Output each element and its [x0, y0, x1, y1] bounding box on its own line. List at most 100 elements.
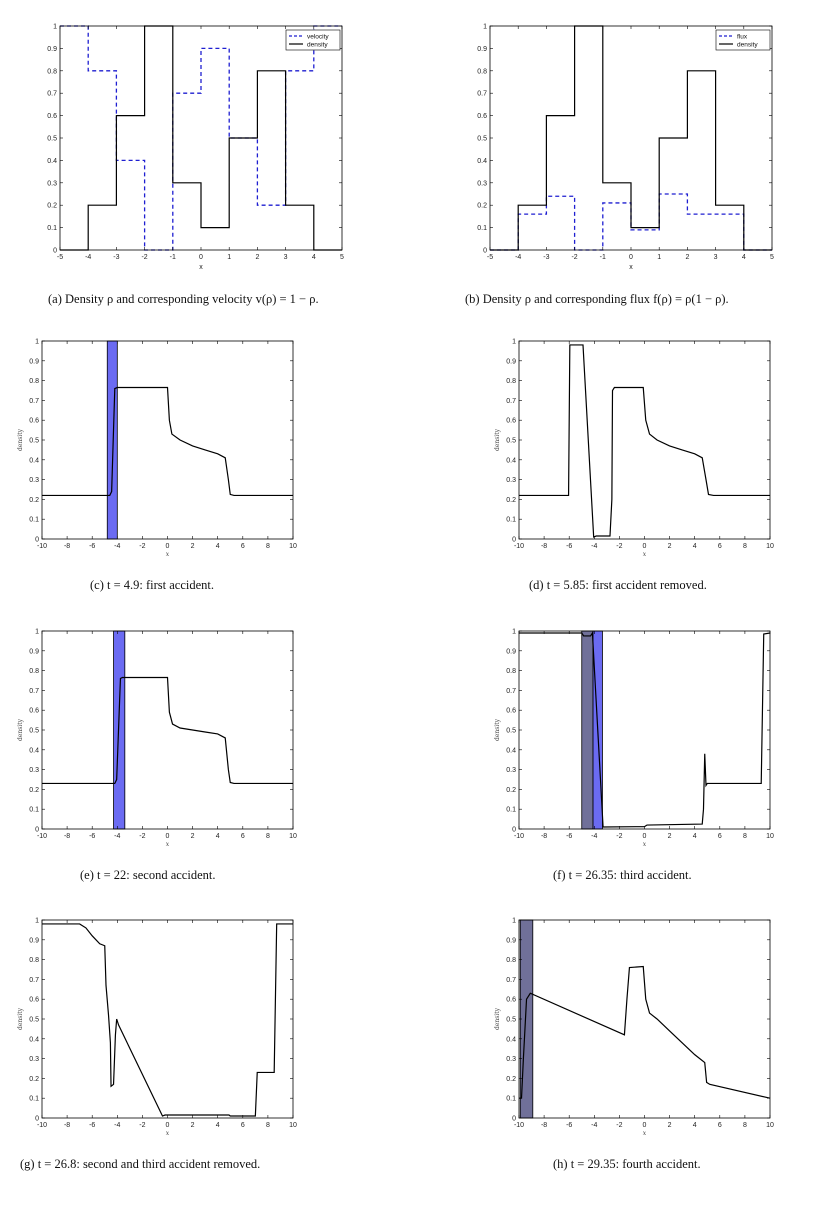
chart-g-svg: -10 -8 -6 -4 -2 0 2 4 6 8 10 0 0.1 0.2 0.3 0.4 0.5 0.6 0.7… — [17, 918, 297, 1138]
chart-a-ytick-label: 0.9 — [47, 46, 57, 53]
chart-b-xtick-label: 2 — [685, 254, 689, 261]
chart-g-xtick-label: 6 — [241, 1122, 245, 1129]
chart-c-ylabel: density — [17, 428, 24, 451]
chart-a-xtick-label: 2 — [255, 254, 259, 261]
chart-a-xtick-label: 5 — [340, 254, 344, 261]
chart-g-xtick-label: -6 — [89, 1122, 95, 1129]
chart-c-series-density — [42, 386, 293, 497]
chart-a-xtick-label: -5 — [57, 254, 63, 261]
chart-b-xtick-label: 5 — [770, 254, 774, 261]
chart-b-ytick-label: 0.5 — [477, 136, 487, 143]
chart-a-ytick-label: 0.3 — [47, 180, 57, 187]
chart-a-legend-label: velocity — [307, 33, 329, 40]
chart-a-series-density — [60, 25, 342, 251]
chart-a-ytick-label: 0.1 — [47, 225, 57, 232]
chart-f-ytick-label: 0.5 — [506, 728, 516, 735]
chart-d-ytick-label: 0.3 — [506, 477, 516, 484]
chart-b-series-density — [490, 25, 772, 251]
chart-g-xtick-label: 2 — [191, 1122, 195, 1129]
chart-a-xtick-label: 4 — [312, 254, 316, 261]
chart-e-ytick-label: 0.2 — [29, 787, 39, 794]
chart-f-series-density — [519, 631, 771, 828]
chart-h-ytick-label: 0.9 — [506, 937, 516, 944]
chart-c-xtick-label: -8 — [64, 543, 70, 550]
chart-f-ytick-label: 0 — [512, 827, 516, 834]
chart-h-ytick-label: 0.6 — [506, 997, 516, 1004]
chart-b-ytick-label: 0.9 — [477, 46, 487, 53]
chart-h-ytick-label: 0.1 — [506, 1096, 516, 1103]
chart-c-ytick-label: 0.7 — [29, 398, 39, 405]
chart-panel-f: -10 -8 -6 -4 -2 0 2 4 6 8 10 0 0.1 0.2 0.3 0.4 0.5 0.6 0.7… — [413, 620, 826, 890]
caption-h: (h) t = 29.35: fourth accident. — [553, 1157, 701, 1171]
chart-f-ytick-label: 0.6 — [506, 708, 516, 715]
chart-b-ytick-label: 0.4 — [477, 158, 487, 165]
chart-c-xtick-label: -6 — [89, 543, 95, 550]
chart-b-ytick-label: 0.8 — [477, 68, 487, 75]
chart-h-ytick-label: 0.3 — [506, 1056, 516, 1063]
chart-f-ytick-label: 1 — [512, 629, 516, 636]
chart-e-xtick-label: 8 — [266, 833, 270, 840]
chart-d-ytick-label: 0.4 — [506, 457, 516, 464]
chart-d-xlabel: x — [643, 551, 647, 558]
chart-h-ytick-label: 0.4 — [506, 1036, 516, 1043]
chart-g-ytick-label: 0 — [35, 1116, 39, 1123]
chart-c-ytick-label: 0.9 — [29, 358, 39, 365]
chart-g-xtick-label: 10 — [289, 1122, 297, 1129]
chart-a-xtick-label: 1 — [227, 254, 231, 261]
chart-c-ytick-label: 1 — [35, 339, 39, 346]
chart-a-xtick-label: 3 — [284, 254, 288, 261]
chart-e-xtick-label: -4 — [114, 833, 120, 840]
chart-g-xtick-label: 4 — [216, 1122, 220, 1129]
chart-e-xtick-label: 10 — [289, 833, 297, 840]
chart-e-ytick-label: 0.9 — [29, 648, 39, 655]
chart-h-ytick-label: 0.8 — [506, 957, 516, 964]
chart-c-xtick-label: -10 — [37, 543, 47, 550]
chart-f-ytick-label: 0.9 — [506, 648, 516, 655]
chart-e-ytick-label: 0.4 — [29, 747, 39, 754]
chart-e-ytick-label: 0.6 — [29, 708, 39, 715]
chart-e-xtick-label: -2 — [139, 833, 145, 840]
chart-g-xtick-label: -10 — [37, 1122, 47, 1129]
chart-a-ytick-label: 0.2 — [47, 203, 57, 210]
chart-h-ytick-label: 0.5 — [506, 1017, 516, 1024]
chart-h-ylabel: density — [494, 1007, 501, 1030]
chart-d-ytick-label: 1 — [512, 339, 516, 346]
chart-g-ytick-label: 0.7 — [29, 977, 39, 984]
chart-a-ytick-label: 0.4 — [47, 158, 57, 165]
chart-d-xtick-label: -10 — [514, 543, 524, 550]
chart-f-xtick-label: -8 — [541, 833, 547, 840]
chart-g-ytick-label: 1 — [35, 918, 39, 925]
chart-c-xtick-label: -4 — [114, 543, 120, 550]
chart-e-ylabel: density — [17, 718, 24, 741]
chart-g-series-density — [42, 923, 293, 1117]
chart-f-xtick-label: 2 — [668, 833, 672, 840]
chart-g-ytick-label: 0.3 — [29, 1056, 39, 1063]
chart-a-ytick-label: 0.8 — [47, 68, 57, 75]
chart-g-ytick-label: 0.2 — [29, 1076, 39, 1083]
chart-e-xtick-label: -6 — [89, 833, 95, 840]
chart-f-xtick-label: 8 — [743, 833, 747, 840]
chart-d-ytick-label: 0.9 — [506, 358, 516, 365]
chart-f-ytick-label: 0.3 — [506, 767, 516, 774]
caption-g: (g) t = 26.8: second and third accident … — [20, 1157, 261, 1171]
chart-f-xtick-label: 6 — [718, 833, 722, 840]
chart-d-xtick-label: -4 — [591, 543, 597, 550]
chart-panel-d: -10 -8 -6 -4 -2 0 2 4 6 8 10 0 0.1 0.2 0.3 0.4 0.5 0.6 0.7… — [413, 330, 826, 600]
chart-f-xtick-label: 4 — [693, 833, 697, 840]
chart-c-ytick-label: 0.1 — [29, 517, 39, 524]
chart-b-xlabel: x — [629, 264, 633, 271]
chart-h-ytick-label: 1 — [512, 918, 516, 925]
caption-b: (b) Density ρ and corresponding flux f(ρ… — [465, 292, 729, 306]
chart-e-ytick-label: 0.1 — [29, 807, 39, 814]
chart-h-xtick-label: 8 — [743, 1122, 747, 1129]
chart-b-xtick-label: 1 — [657, 254, 661, 261]
chart-f-xlabel: x — [643, 841, 647, 848]
chart-g-xtick-label: -2 — [139, 1122, 145, 1129]
chart-b-ytick-label: 0.6 — [477, 113, 487, 120]
chart-d-ytick-label: 0.5 — [506, 438, 516, 445]
chart-g-xtick-label: 0 — [166, 1122, 170, 1129]
chart-b-svg: -5 -4 -3 -2 -1 0 1 2 3 4 5 0 0.1 0.2 0.3 0.4 0.5 0.6 0.7 0.… — [477, 24, 774, 272]
chart-e-axes-frame — [41, 630, 294, 830]
chart-d-ytick-label: 0.1 — [506, 517, 516, 524]
chart-h-xlabel: x — [643, 1130, 647, 1137]
